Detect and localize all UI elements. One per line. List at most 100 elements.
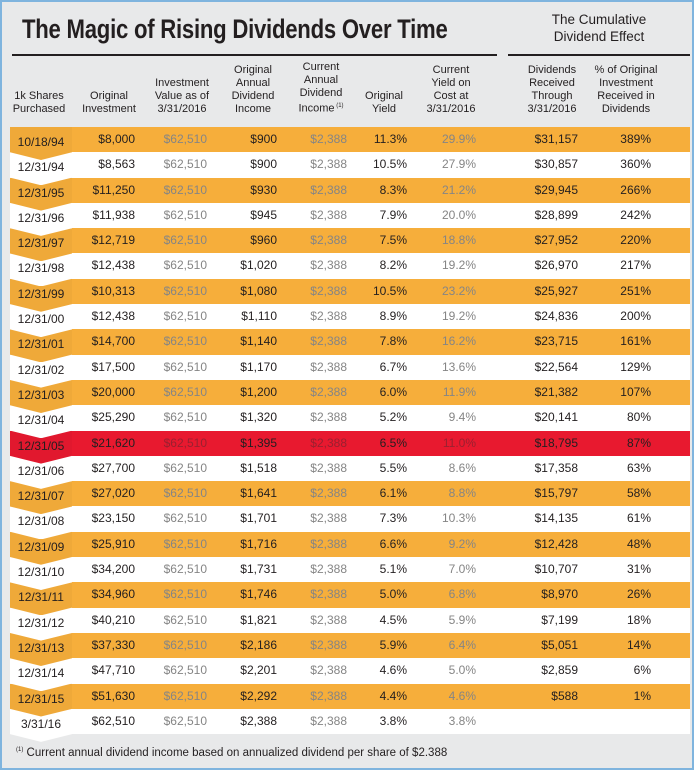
cell-pct: 129% bbox=[620, 359, 651, 374]
row-band bbox=[72, 683, 690, 709]
row-band bbox=[72, 127, 690, 153]
cell-pct: 6% bbox=[633, 663, 651, 678]
row-band bbox=[72, 354, 690, 380]
cell-cur-yield: 16.2% bbox=[441, 334, 476, 349]
cell-received: $30,857 bbox=[534, 157, 578, 172]
cell-cur-yield: 3.8% bbox=[448, 713, 476, 728]
cell-orig-yield: 6.6% bbox=[379, 536, 407, 551]
header-pct-received: % of Original Investment Received in Div… bbox=[594, 64, 658, 115]
table-row: 10/18/94 $8,000 $62,510 $900 $2,388 11.3% 29.9… bbox=[10, 127, 690, 160]
cell-orig-div: $1,080 bbox=[240, 283, 277, 298]
cell-orig-div: $2,201 bbox=[240, 663, 277, 678]
cell-received: $17,358 bbox=[534, 460, 578, 475]
cell-cur-yield: 19.2% bbox=[441, 258, 476, 273]
row-band bbox=[72, 202, 690, 229]
cell-pct: 161% bbox=[620, 334, 651, 349]
cell-cur-yield: 9.4% bbox=[448, 410, 476, 425]
header-footnote-mark: (1) bbox=[334, 103, 344, 110]
cell-orig: $37,330 bbox=[91, 637, 135, 652]
cell-orig-div: $960 bbox=[250, 233, 277, 248]
cell-cur-yield: 21.2% bbox=[441, 182, 476, 197]
cell-received: $23,715 bbox=[534, 334, 578, 349]
cell-orig: $8,000 bbox=[98, 132, 135, 146]
table-row: 12/31/00 $12,438 $62,510 $1,110 $2,388 8.9% 19… bbox=[10, 304, 690, 338]
header-date: 1k Shares Purchased bbox=[12, 90, 66, 115]
cell-orig-yield: 8.9% bbox=[379, 309, 407, 324]
cell-orig-yield: 4.4% bbox=[379, 688, 407, 703]
row-band bbox=[72, 557, 690, 583]
cell-cur-yield: 8.6% bbox=[448, 460, 476, 475]
table-row: 12/31/14 $47,710 $62,510 $2,201 $2,388 4.6% 5.… bbox=[10, 658, 690, 692]
cell-orig-yield: 6.5% bbox=[379, 435, 407, 450]
cell-cur-yield: 7.0% bbox=[448, 562, 476, 577]
cell-orig-yield: 5.1% bbox=[379, 562, 407, 577]
cell-orig-div: $1,110 bbox=[241, 309, 277, 324]
cell-orig-div: $1,701 bbox=[240, 511, 277, 526]
cell-value: $62,510 bbox=[163, 663, 207, 678]
cell-orig-yield: 10.5% bbox=[372, 157, 407, 172]
cell-received: $15,797 bbox=[534, 486, 578, 501]
cell-cur-div: $2,388 bbox=[310, 384, 347, 399]
cell-orig-yield: 8.3% bbox=[379, 182, 407, 197]
row-date: 12/31/07 bbox=[10, 481, 72, 515]
cell-pct: 200% bbox=[620, 309, 651, 324]
cell-cur-div: $2,388 bbox=[310, 410, 347, 425]
cumulative-divider bbox=[508, 54, 690, 56]
cell-value: $62,510 bbox=[163, 207, 207, 222]
cell-orig: $11,938 bbox=[92, 207, 136, 222]
header-current-yield: Current Yield on Cost at 3/31/2016 bbox=[426, 64, 476, 115]
row-band bbox=[72, 253, 690, 279]
cell-orig-div: $2,292 bbox=[240, 688, 277, 703]
cell-cur-div: $2,388 bbox=[310, 132, 347, 146]
cell-cur-div: $2,388 bbox=[310, 637, 347, 652]
table-row: 12/31/98 $12,438 $62,510 $1,020 $2,388 8.2% 19… bbox=[10, 253, 690, 287]
cell-orig-yield: 4.5% bbox=[379, 612, 407, 627]
cell-pct: 107% bbox=[620, 384, 651, 399]
cell-pct: 14% bbox=[626, 637, 651, 652]
row-band bbox=[72, 329, 690, 355]
cell-pct: 18% bbox=[626, 612, 651, 627]
cell-cur-div: $2,388 bbox=[310, 663, 347, 678]
cumulative-header-text: The Cumulative Dividend Effect bbox=[551, 12, 647, 44]
footnote-text: Current annual dividend income based on … bbox=[26, 747, 448, 759]
cell-cur-yield: 8.8% bbox=[448, 486, 476, 501]
cell-cur-div: $2,388 bbox=[310, 207, 347, 222]
cell-cur-div: $2,388 bbox=[310, 612, 347, 627]
cell-orig-div: $1,746 bbox=[240, 587, 277, 602]
cell-cur-div: $2,388 bbox=[310, 562, 347, 577]
table-row: 12/31/07 $27,020 $62,510 $1,641 $2,388 6.1% 8.… bbox=[10, 481, 690, 515]
cell-value: $62,510 bbox=[163, 157, 207, 172]
cell-received: $21,382 bbox=[534, 384, 578, 399]
cell-received: $31,157 bbox=[534, 132, 578, 146]
cell-orig-yield: 5.5% bbox=[379, 460, 407, 475]
title-divider bbox=[12, 54, 497, 56]
cell-pct: 63% bbox=[626, 460, 651, 475]
cell-pct: 360% bbox=[620, 157, 651, 172]
cell-orig-yield: 7.8% bbox=[379, 334, 407, 349]
cell-received: $8,970 bbox=[541, 587, 578, 602]
row-band bbox=[72, 228, 690, 254]
cell-orig-yield: 7.5% bbox=[379, 233, 407, 248]
cell-received: $22,564 bbox=[534, 359, 578, 374]
cell-orig: $23,150 bbox=[91, 511, 135, 526]
cell-value: $62,510 bbox=[163, 536, 207, 551]
cell-orig-div: $1,395 bbox=[240, 435, 277, 450]
row-band bbox=[72, 177, 690, 203]
cell-cur-div: $2,388 bbox=[310, 258, 347, 273]
cell-cur-yield: 23.2% bbox=[441, 283, 476, 298]
cell-value: $62,510 bbox=[163, 309, 207, 324]
cell-value: $62,510 bbox=[163, 612, 207, 627]
header-investment-value: Investment Value as of 3/31/2016 bbox=[154, 77, 210, 115]
cell-cur-div: $2,388 bbox=[310, 157, 347, 172]
cell-pct: 220% bbox=[620, 233, 651, 248]
row-band bbox=[72, 582, 690, 608]
cell-value: $62,510 bbox=[163, 562, 207, 577]
cell-orig: $21,620 bbox=[91, 435, 135, 450]
cell-orig: $40,210 bbox=[91, 612, 135, 627]
cell-orig-yield: 10.5% bbox=[372, 283, 407, 298]
cell-pct: 217% bbox=[620, 258, 651, 273]
row-date: 12/31/08 bbox=[10, 506, 72, 540]
header-original-dividend: Original Annual Dividend Income bbox=[231, 64, 275, 115]
cell-orig-div: $900 bbox=[250, 132, 277, 146]
cell-orig-div: $930 bbox=[250, 182, 277, 197]
